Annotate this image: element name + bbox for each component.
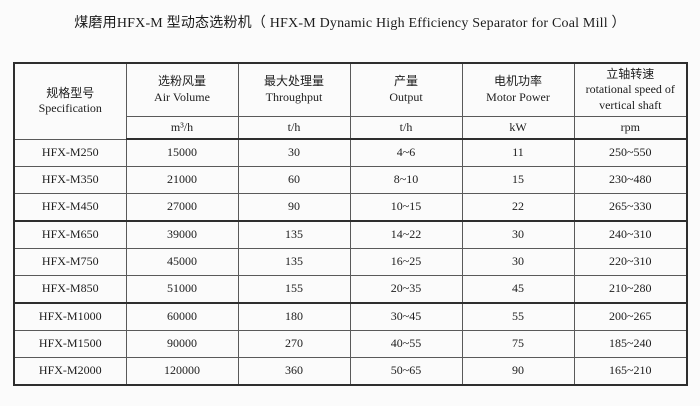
- air-volume-cell: 120000: [125, 357, 239, 386]
- unit-throughput: t/h: [237, 116, 351, 140]
- model-cell: HFX-M1500: [13, 330, 127, 358]
- table-row: HFX-M1500 90000 270 40~55 75 185~240: [13, 330, 688, 358]
- col-header-motor-power-zh: 电机功率: [493, 74, 542, 89]
- table-row: HFX-M750 45000 135 16~25 30 220~310: [13, 248, 688, 276]
- output-cell: 10~15: [349, 193, 463, 222]
- shaft-speed-cell: 185~240: [573, 330, 688, 358]
- throughput-cell: 135: [237, 248, 351, 276]
- air-volume-cell: 60000: [125, 302, 239, 331]
- unit-output: t/h: [349, 116, 463, 140]
- col-header-output-zh: 产量: [393, 74, 418, 89]
- model-cell: HFX-M650: [13, 220, 127, 249]
- air-volume-cell: 90000: [125, 330, 239, 358]
- model-cell: HFX-M350: [13, 166, 127, 194]
- throughput-cell: 135: [237, 220, 351, 249]
- model-cell: HFX-M2000: [13, 357, 127, 386]
- air-volume-cell: 45000: [125, 248, 239, 276]
- col-header-specification: 规格型号 Specification: [13, 62, 127, 140]
- col-header-motor-power-en: Motor Power: [486, 90, 550, 104]
- unit-air-volume: m³/h: [125, 116, 239, 140]
- shaft-speed-cell: 220~310: [573, 248, 688, 276]
- col-header-output: 产量 Output: [349, 62, 463, 117]
- col-header-air-volume-en: Air Volume: [154, 90, 210, 104]
- throughput-cell: 60: [237, 166, 351, 194]
- shaft-speed-cell: 250~550: [573, 138, 688, 167]
- throughput-cell: 30: [237, 138, 351, 167]
- output-cell: 14~22: [349, 220, 463, 249]
- motor-power-cell: 90: [461, 357, 575, 386]
- col-header-specification-en: Specification: [38, 101, 102, 116]
- page-title: 煤磨用HFX-M 型动态选粉机（ HFX-M Dynamic High Effi…: [74, 16, 626, 31]
- specification-table: 规格型号 Specification 选粉风量 Air Volume 最大处理量…: [13, 62, 688, 386]
- throughput-cell: 90: [237, 193, 351, 222]
- shaft-speed-cell: 210~280: [573, 275, 688, 304]
- table-row: HFX-M350 21000 60 8~10 15 230~480: [13, 166, 688, 194]
- col-header-shaft-speed: 立轴转速 rotational speed of vertical shaft: [573, 62, 688, 117]
- air-volume-cell: 21000: [125, 166, 239, 194]
- model-cell: HFX-M450: [13, 193, 127, 222]
- header-row-names: 规格型号 Specification 选粉风量 Air Volume 最大处理量…: [13, 62, 688, 140]
- throughput-cell: 270: [237, 330, 351, 358]
- output-cell: 20~35: [349, 275, 463, 304]
- model-cell: HFX-M750: [13, 248, 127, 276]
- output-cell: 16~25: [349, 248, 463, 276]
- motor-power-cell: 22: [461, 193, 575, 222]
- motor-power-cell: 75: [461, 330, 575, 358]
- air-volume-cell: 27000: [125, 193, 239, 222]
- air-volume-cell: 51000: [125, 275, 239, 304]
- motor-power-cell: 11: [461, 138, 575, 167]
- unit-shaft-speed: rpm: [573, 116, 688, 140]
- model-cell: HFX-M850: [13, 275, 127, 304]
- table-row: HFX-M450 27000 90 10~15 22 265~330: [13, 193, 688, 222]
- output-cell: 30~45: [349, 302, 463, 331]
- table-row: HFX-M1000 60000 180 30~45 55 200~265: [13, 302, 688, 331]
- output-cell: 8~10: [349, 166, 463, 194]
- col-header-specification-zh: 规格型号: [46, 85, 95, 100]
- shaft-speed-cell: 200~265: [573, 302, 688, 331]
- shaft-speed-cell: 165~210: [573, 357, 688, 386]
- table-row: HFX-M850 51000 155 20~35 45 210~280: [13, 275, 688, 304]
- throughput-cell: 180: [237, 302, 351, 331]
- motor-power-cell: 30: [461, 220, 575, 249]
- col-header-shaft-speed-zh: 立轴转速: [606, 66, 655, 81]
- motor-power-cell: 15: [461, 166, 575, 194]
- model-cell: HFX-M250: [13, 138, 127, 167]
- throughput-cell: 155: [237, 275, 351, 304]
- output-cell: 40~55: [349, 330, 463, 358]
- col-header-throughput-zh: 最大处理量: [263, 74, 324, 89]
- table-row: HFX-M250 15000 30 4~6 11 250~550: [13, 138, 688, 167]
- col-header-air-volume: 选粉风量 Air Volume: [125, 62, 239, 117]
- motor-power-cell: 45: [461, 275, 575, 304]
- air-volume-cell: 15000: [125, 138, 239, 167]
- col-header-shaft-speed-en: rotational speed of vertical shaft: [585, 82, 675, 112]
- col-header-air-volume-zh: 选粉风量: [157, 74, 206, 89]
- motor-power-cell: 55: [461, 302, 575, 331]
- table-row: HFX-M2000 120000 360 50~65 90 165~210: [13, 357, 688, 386]
- shaft-speed-cell: 230~480: [573, 166, 688, 194]
- col-header-throughput-en: Throughput: [265, 90, 323, 104]
- model-cell: HFX-M1000: [13, 302, 127, 331]
- header-row-units: m³/h t/h t/h kW rpm: [14, 116, 688, 140]
- output-cell: 4~6: [349, 138, 463, 167]
- table-row: HFX-M650 39000 135 14~22 30 240~310: [13, 220, 688, 249]
- throughput-cell: 360: [237, 357, 351, 386]
- col-header-output-en: Output: [389, 90, 423, 104]
- col-header-throughput: 最大处理量 Throughput: [237, 62, 351, 117]
- air-volume-cell: 39000: [125, 220, 239, 249]
- unit-motor-power: kW: [461, 116, 575, 140]
- shaft-speed-cell: 240~310: [573, 220, 688, 249]
- output-cell: 50~65: [349, 357, 463, 386]
- shaft-speed-cell: 265~330: [573, 193, 688, 222]
- motor-power-cell: 30: [461, 248, 575, 276]
- col-header-motor-power: 电机功率 Motor Power: [461, 62, 575, 117]
